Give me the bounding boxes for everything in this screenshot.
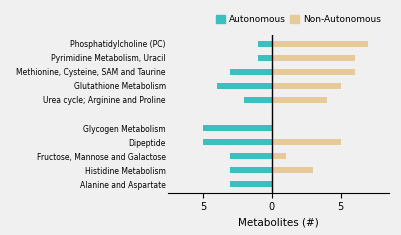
Bar bbox=[272, 40, 368, 47]
Bar bbox=[272, 153, 286, 159]
Bar bbox=[272, 97, 327, 103]
Bar bbox=[272, 167, 313, 173]
Bar bbox=[272, 55, 354, 61]
Bar bbox=[272, 83, 341, 89]
Bar bbox=[203, 139, 272, 145]
Bar bbox=[231, 181, 272, 188]
Bar bbox=[231, 69, 272, 75]
Bar bbox=[272, 69, 354, 75]
Bar bbox=[231, 167, 272, 173]
Bar bbox=[203, 125, 272, 131]
Legend: Autonomous, Non-Autonomous: Autonomous, Non-Autonomous bbox=[213, 12, 385, 28]
X-axis label: Metabolites (#): Metabolites (#) bbox=[238, 218, 319, 228]
Bar bbox=[217, 83, 272, 89]
Bar bbox=[231, 153, 272, 159]
Bar bbox=[244, 97, 272, 103]
Bar bbox=[258, 40, 272, 47]
Bar bbox=[272, 139, 341, 145]
Bar bbox=[258, 55, 272, 61]
